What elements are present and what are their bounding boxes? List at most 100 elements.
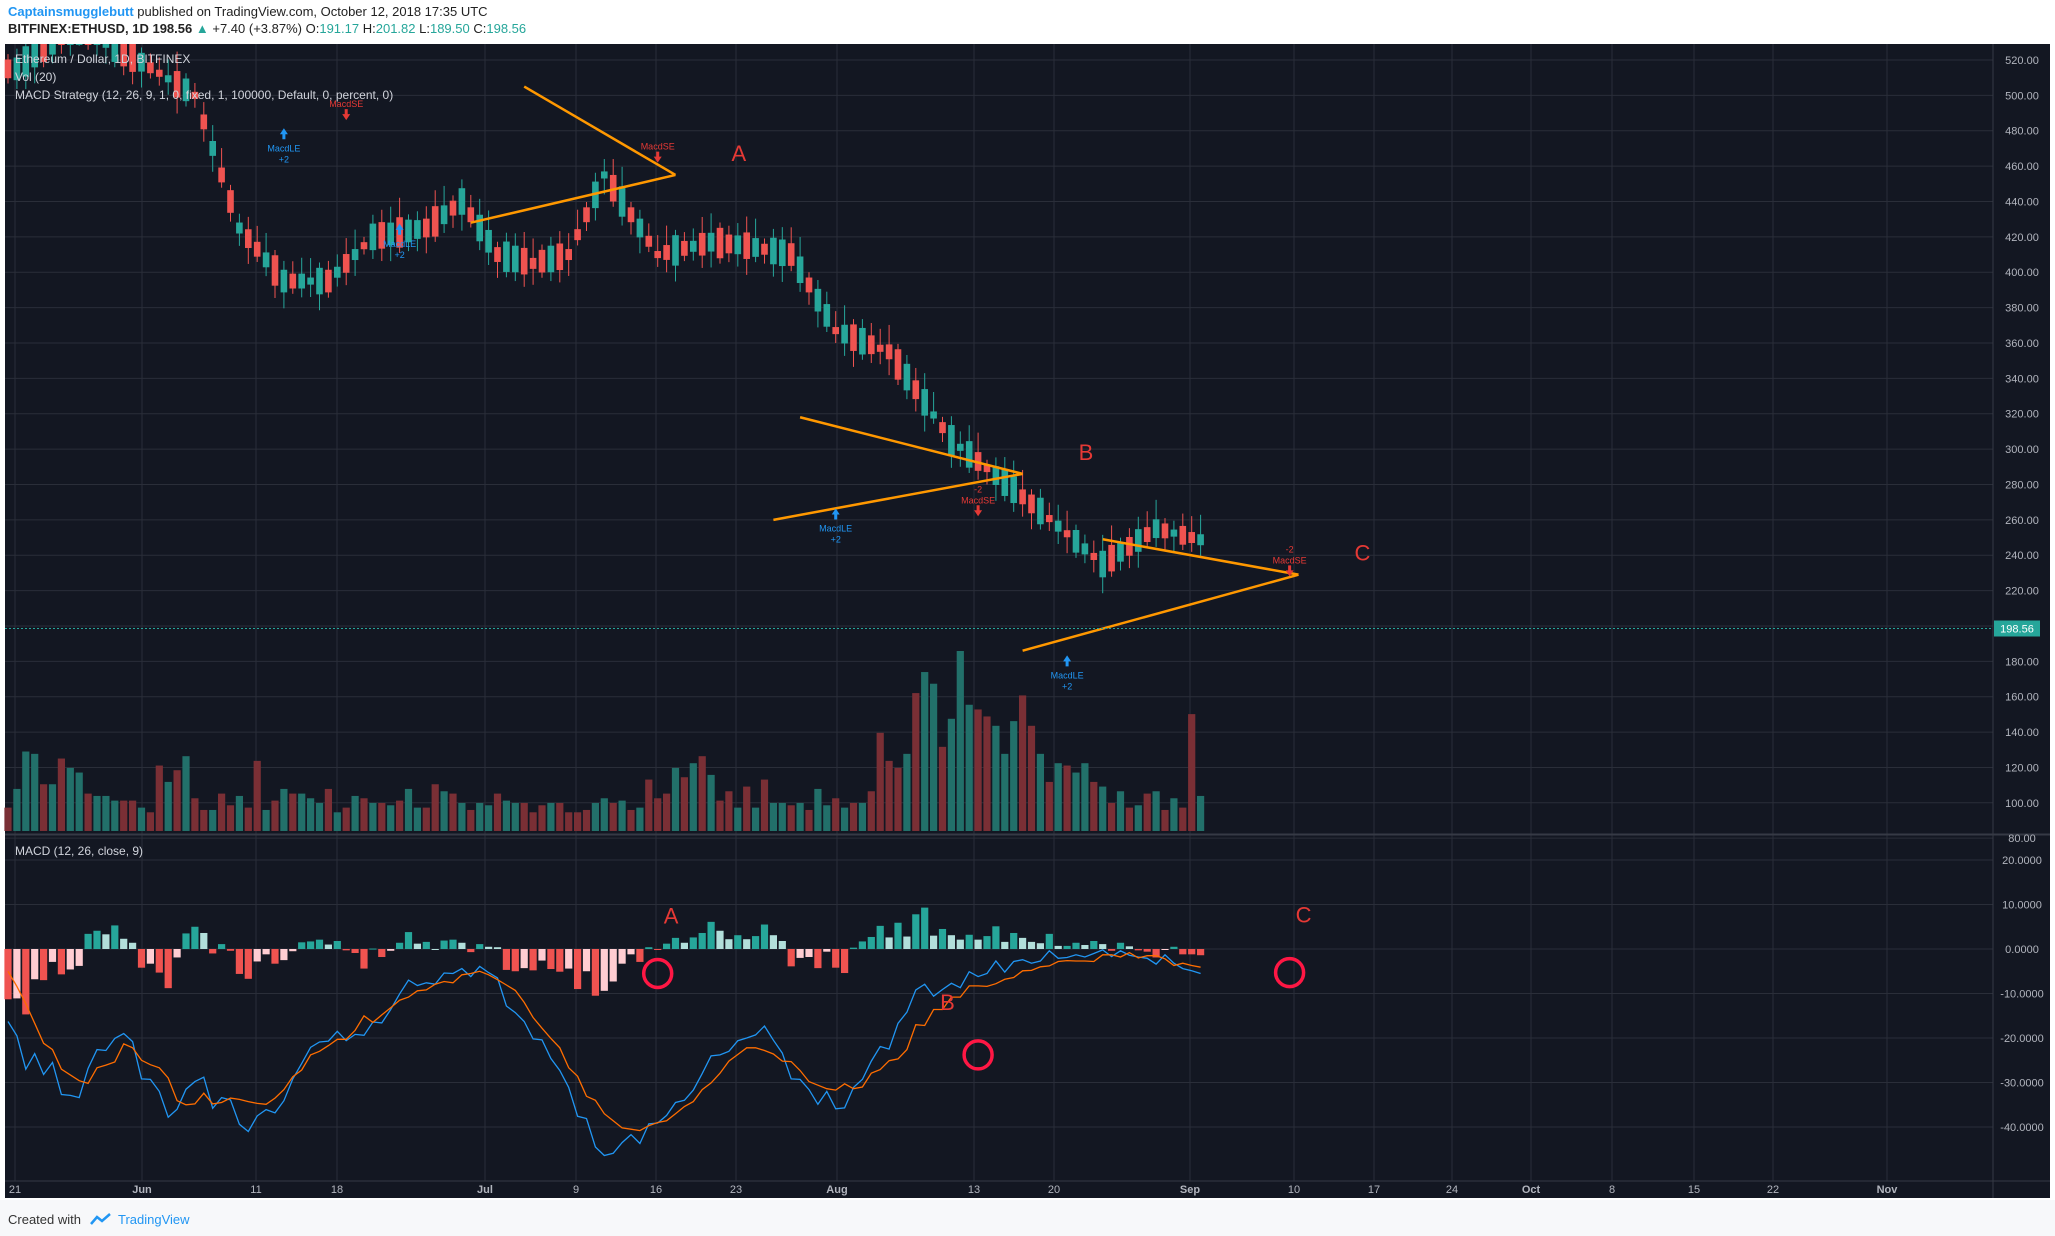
candle-body <box>173 71 181 98</box>
price-tick-label: 500.00 <box>2005 90 2039 102</box>
candle-body <box>957 443 964 451</box>
volume-bar <box>752 807 760 831</box>
macd-histogram-bar <box>1072 942 1080 949</box>
volume-bar <box>832 798 840 831</box>
macd-histogram-bar <box>57 949 65 975</box>
time-tick-label: Nov <box>1877 1184 1899 1196</box>
volume-bar <box>209 809 217 831</box>
time-tick-label: 17 <box>1368 1184 1380 1196</box>
signal-label: MacdSE <box>1273 555 1307 565</box>
volume-bar <box>289 793 297 831</box>
volume-bar <box>31 753 39 831</box>
candle-body <box>716 227 724 259</box>
candle-body <box>1046 515 1053 523</box>
time-tick-label: 8 <box>1609 1184 1615 1196</box>
candle-body <box>1099 550 1106 578</box>
candle-body <box>467 207 475 223</box>
macd-histogram-bar <box>155 949 163 973</box>
volume-bar <box>40 784 48 831</box>
last-price-label: 198.56 <box>2000 623 2034 635</box>
macd-histogram-bar <box>529 949 537 971</box>
high-value: 201.82 <box>375 21 416 36</box>
time-tick-label: 20 <box>1048 1184 1060 1196</box>
macd-tick-label: -40.0000 <box>2000 1122 2043 1134</box>
macd-histogram-bar <box>938 928 947 949</box>
candle-body <box>1001 469 1009 496</box>
triangle-patterns: A B C <box>470 85 1371 652</box>
candle-body <box>823 304 831 327</box>
candle-body <box>49 44 56 55</box>
candle-body <box>761 243 768 255</box>
pattern-label: A <box>732 141 747 166</box>
legend-volume: Vol (20) <box>15 70 56 84</box>
macd-histogram-bar <box>1134 949 1142 951</box>
candle-body <box>814 288 822 312</box>
signal-label: MacdLE <box>383 239 416 249</box>
low-label: L: <box>419 21 430 36</box>
macd-histogram-bar <box>796 949 804 958</box>
trendline <box>523 85 677 177</box>
macd-histogram-bar <box>1179 949 1187 955</box>
candle-body <box>1197 534 1204 546</box>
footer-brand-link[interactable]: TradingView <box>118 1212 190 1227</box>
candle-body <box>156 69 163 77</box>
volume-bar <box>849 802 858 831</box>
candle-body <box>1161 523 1169 539</box>
volume-bar <box>476 802 484 831</box>
candle-body <box>387 222 394 246</box>
candle-body <box>84 44 92 45</box>
candle-body <box>707 232 715 252</box>
volume-bar <box>707 774 715 831</box>
volume-bar <box>129 800 137 831</box>
candle-body <box>1063 530 1071 538</box>
volume-bar <box>1045 781 1053 831</box>
pattern-label: C <box>1355 541 1371 566</box>
volume-bar <box>253 760 261 831</box>
macd-tick-label: -10.0000 <box>2000 989 2043 1001</box>
macd-histogram-bar <box>760 924 769 949</box>
macd-histogram-bar <box>671 937 680 949</box>
macd-histogram-bar <box>956 939 964 949</box>
macd-histogram-bar <box>324 944 332 949</box>
volume-bar <box>645 779 653 831</box>
candle-body <box>351 249 359 261</box>
macd-histogram-bar <box>627 949 635 955</box>
long-arrow-icon <box>279 128 288 140</box>
macd-pane: A B C <box>4 903 1312 1157</box>
macd-histogram-bar <box>289 949 297 952</box>
macd-histogram-bar <box>1170 946 1178 949</box>
volume-bar <box>618 800 626 831</box>
macd-histogram-bar <box>360 949 368 969</box>
macd-histogram-bar <box>814 949 822 969</box>
macd-histogram-bar <box>823 949 831 952</box>
macd-histogram-bar <box>271 949 279 964</box>
volume-bar <box>280 788 288 831</box>
volume-bar <box>315 802 324 831</box>
volume-bar <box>796 802 804 831</box>
candle-body <box>13 57 21 81</box>
volume-bar <box>226 805 235 831</box>
candle-body <box>414 220 421 239</box>
volume-bar <box>333 812 341 831</box>
candle-body <box>378 222 386 249</box>
time-tick-label: 23 <box>730 1184 742 1196</box>
volume-bar <box>938 746 947 831</box>
time-tick-label: Sep <box>1180 1184 1200 1196</box>
volume-bar <box>671 767 680 831</box>
candle-body <box>245 229 252 249</box>
volume-bar <box>734 807 742 831</box>
low-value: 189.50 <box>429 21 470 36</box>
macd-histogram-bar <box>22 949 30 1015</box>
candle-body <box>805 277 813 293</box>
volume-bar <box>778 802 786 831</box>
candle-body <box>129 44 136 72</box>
time-tick-label: Aug <box>826 1184 847 1196</box>
volume-bar <box>1197 795 1205 831</box>
volume-bar <box>858 802 866 831</box>
candle-body <box>120 44 127 67</box>
volume-bar <box>876 732 884 831</box>
macd-histogram-bar <box>983 936 991 949</box>
symbol-label: BITFINEX:ETHUSD, 1D <box>8 21 149 36</box>
author-link[interactable]: Captainsmugglebutt <box>8 4 134 19</box>
